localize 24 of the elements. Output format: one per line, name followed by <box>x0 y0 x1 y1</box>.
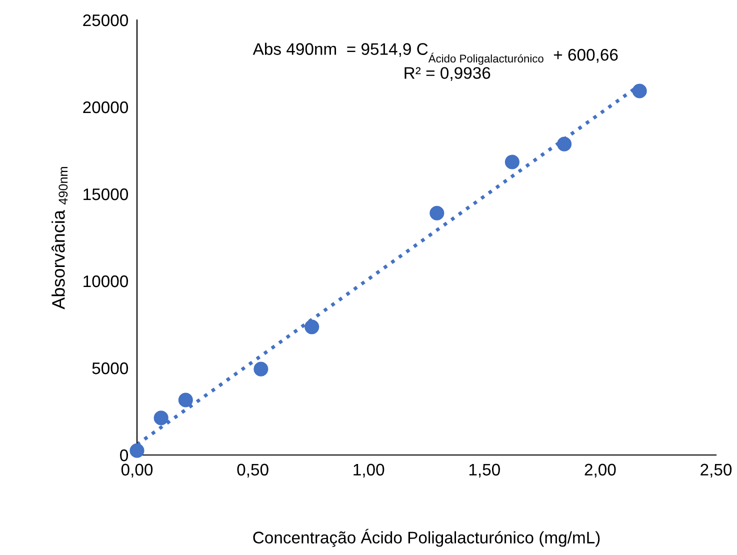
x-tick-label: 0,00 <box>121 464 153 478</box>
y-tick-label: 10000 <box>84 275 128 288</box>
point <box>254 362 268 376</box>
y-axis-title: Absorvância $_{490nm}$ <box>52 167 68 310</box>
y-tick-label: 25000 <box>83 14 128 26</box>
point <box>130 443 144 458</box>
y-tick-label: 15000 <box>84 188 128 200</box>
y-tick-label: 5000 <box>92 362 128 374</box>
y-tick-label: 20000 <box>83 101 128 114</box>
x-axis-title: Concentração Ácido Poligalacturónico (mg/mL) <box>253 528 600 547</box>
point <box>632 84 647 98</box>
point <box>154 410 168 426</box>
point <box>557 136 572 152</box>
x-tick-label: 0,50 <box>237 464 268 478</box>
y-tick-label: 0 <box>120 449 128 462</box>
annotation: R² = 0,9936 <box>404 67 490 81</box>
x-tick-label: 2,50 <box>700 464 732 478</box>
point <box>504 154 520 170</box>
x-tick-label: 1,00 <box>354 464 384 478</box>
x-tick-label: 1,50 <box>469 464 500 478</box>
x-tick-label: 2,00 <box>584 464 616 478</box>
point <box>430 206 444 220</box>
point <box>304 320 320 334</box>
point <box>178 392 193 408</box>
